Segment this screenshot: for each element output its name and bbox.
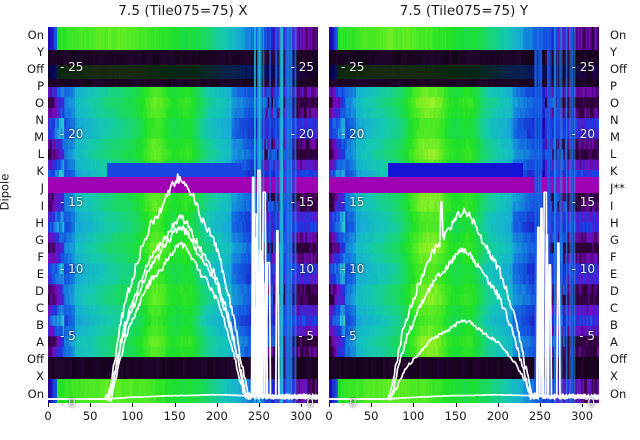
panel-title-x: 7.5 (Tile075=75) X: [118, 3, 248, 19]
x-tick-mark: [132, 403, 134, 407]
x-tick-mark: [413, 403, 415, 407]
dipole-tick-label: E: [610, 266, 618, 281]
dipole-tick-label: J: [40, 181, 44, 196]
dipole-tick-label: G: [35, 232, 44, 247]
trace-overlay-y: [329, 27, 599, 403]
dipole-tick-label: M: [610, 130, 620, 145]
category-axis-right: On Y Off P O N M L K J** I H G F E D C B A Off X On: [607, 27, 640, 403]
x-tick-mark: [216, 403, 218, 407]
x-tick-label: 300: [290, 409, 313, 423]
x-tick-mark: [301, 403, 303, 407]
x-tick-mark: [174, 403, 176, 407]
x-tick-label: 250: [247, 409, 270, 423]
category-axis-left: On Y Off P O N M L K J I H G F E D C B A Off X On: [2, 27, 46, 403]
dipole-tick-label: L: [37, 147, 44, 162]
x-tick-label: 50: [82, 409, 98, 423]
dipole-tick-label: K: [610, 164, 618, 179]
dipole-tick-label: N: [610, 113, 619, 127]
dipole-tick-label: Off: [27, 352, 44, 367]
dipole-tick-label: X: [610, 369, 618, 384]
dipole-tick-label: J**: [610, 181, 625, 196]
x-tick-label: 300: [571, 409, 594, 423]
x-tick-label: 0: [325, 409, 333, 423]
dipole-tick-label: C: [35, 301, 44, 315]
heatmap-panel-x[interactable]: [48, 27, 318, 403]
dipole-tick-label: P: [610, 78, 617, 93]
dipole-tick-label: H: [35, 215, 44, 230]
trace-line: [329, 191, 599, 400]
trace-line: [48, 173, 318, 401]
dipole-tick-label: On: [610, 386, 627, 401]
dipole-tick-label: Off: [610, 352, 627, 367]
x-tick-label: 150: [163, 409, 186, 423]
x-tick-label: 250: [528, 409, 551, 423]
dipole-tick-label: P: [37, 78, 44, 93]
x-tick-mark: [455, 403, 457, 407]
x-tick-label: 200: [486, 409, 509, 423]
dipole-tick-label: On: [27, 27, 44, 42]
dipole-tick-label: O: [610, 95, 620, 110]
heatmap-panel-y[interactable]: [329, 27, 599, 403]
x-tick-mark: [371, 403, 373, 407]
dipole-tick-label: D: [610, 283, 619, 298]
dipole-tick-label: Y: [36, 44, 44, 59]
dipole-tick-label: L: [610, 147, 617, 162]
x-tick-mark: [582, 403, 584, 407]
dipole-tick-label: On: [27, 386, 44, 401]
x-tick-mark: [48, 403, 49, 407]
dipole-tick-label: F: [37, 249, 44, 264]
dipole-tick-label: Off: [610, 61, 627, 76]
x-tick-mark: [90, 403, 92, 407]
dipole-tick-label: N: [35, 113, 44, 127]
x-tick-label: 100: [402, 409, 425, 423]
trace-overlay-x: [48, 27, 318, 403]
dipole-tick-label: M: [34, 130, 44, 145]
x-tick-label: 200: [205, 409, 228, 423]
x-tick-mark: [539, 403, 541, 407]
x-axis-right: 0 50 100 150 200 250 300: [325, 403, 599, 433]
x-tick-label: 100: [121, 409, 144, 423]
dipole-tick-label: G: [610, 232, 619, 247]
x-tick-mark: [258, 403, 260, 407]
dipole-tick-label: F: [610, 249, 617, 264]
x-tick-label: 50: [363, 409, 379, 423]
dipole-tick-label: Off: [27, 61, 44, 76]
dipole-tick-label: A: [36, 335, 44, 350]
dipole-tick-label: B: [36, 318, 44, 333]
trace-line: [329, 393, 599, 400]
x-tick-mark: [329, 403, 330, 407]
trace-line: [48, 393, 318, 400]
dipole-tick-label: E: [36, 266, 44, 281]
dipole-tick-label: K: [36, 164, 44, 179]
dipole-tick-label: A: [610, 335, 618, 350]
heatmap-image-x: [48, 27, 318, 403]
x-tick-label: 150: [444, 409, 467, 423]
dipole-tick-label: H: [610, 215, 619, 230]
dipole-tick-label: Y: [610, 44, 618, 59]
x-tick-mark: [497, 403, 499, 407]
dipole-tick-label: C: [610, 301, 619, 315]
dipole-tick-label: I: [610, 198, 614, 213]
dipole-tick-label: On: [610, 27, 627, 42]
panel-title-y: 7.5 (Tile075=75) Y: [399, 3, 529, 19]
dipole-tick-label: O: [34, 95, 44, 110]
x-tick-label: 0: [44, 409, 52, 423]
dipole-tick-label: I: [40, 198, 44, 213]
trace-line: [329, 319, 599, 401]
dipole-tick-label: D: [35, 283, 44, 298]
dipole-tick-label: X: [36, 369, 44, 384]
x-axis-left: 0 50 100 150 200 250 300: [44, 403, 318, 433]
dipole-tick-label: B: [610, 318, 618, 333]
